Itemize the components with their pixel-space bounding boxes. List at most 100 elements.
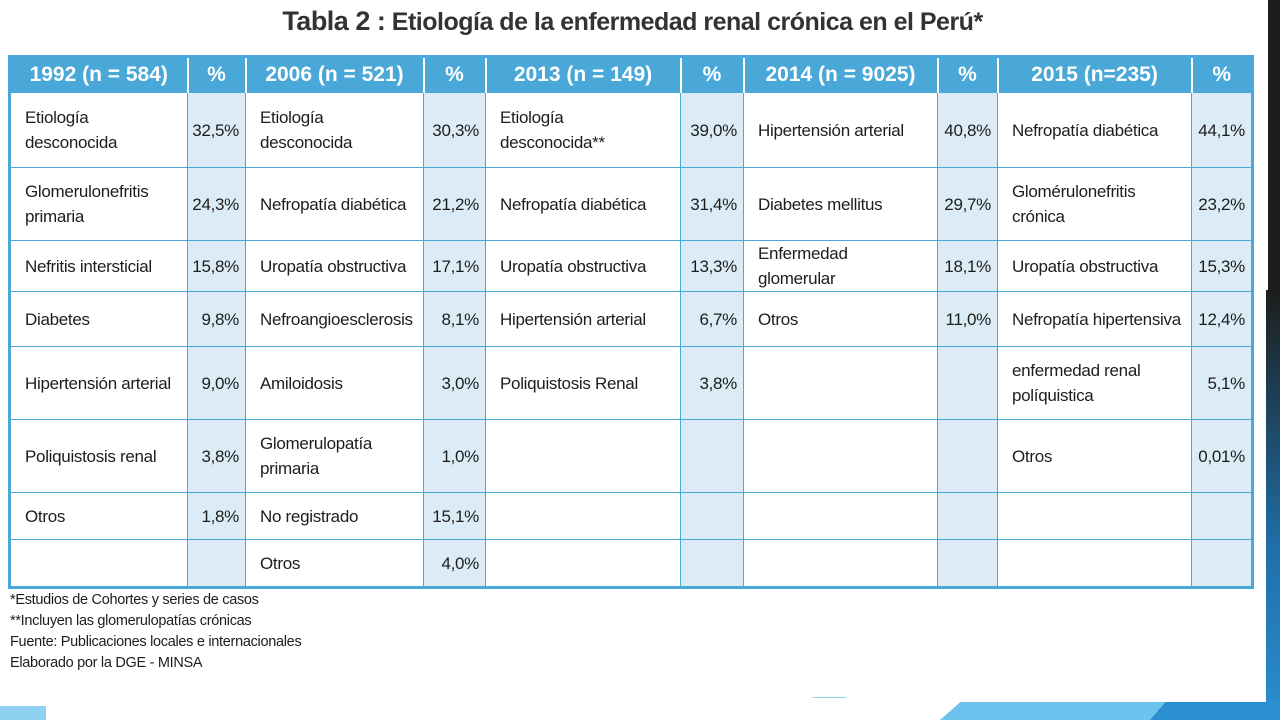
cause-cell: Nefropatía diabética — [245, 167, 424, 241]
percent-cell: 40,8% — [937, 92, 998, 168]
footnote-glomerulopathies: **Incluyen las glomerulopatías crónicas — [10, 613, 252, 629]
percent-cell: 44,1% — [1191, 92, 1253, 168]
percent-cell: 6,7% — [680, 291, 744, 347]
slide-decoration-left — [0, 706, 46, 720]
cause-cell: Otros — [997, 419, 1192, 493]
cause-cell: No registrado — [245, 492, 424, 540]
percent-cell — [937, 539, 998, 588]
table-header-row: 1992 (n = 584) % 2006 (n = 521) % 2013 (… — [8, 56, 1254, 93]
header-cell: % — [186, 56, 247, 93]
cause-cell — [9, 539, 188, 588]
cause-cell: Amiloidosis — [245, 346, 424, 420]
slide-decoration-line — [780, 697, 847, 720]
table-title: Tabla 2 : Etiología de la enfermedad ren… — [0, 6, 1265, 37]
cause-cell — [743, 539, 938, 588]
cause-cell: Uropatía obstructiva — [485, 240, 681, 292]
table-row: Otros 1,8% No registrado 15,1% — [9, 492, 1253, 540]
percent-cell: 3,8% — [187, 419, 246, 493]
percent-cell — [1191, 492, 1253, 540]
table-row: Glomerulonefritis primaria 24,3% Nefropa… — [9, 167, 1253, 241]
percent-cell — [937, 346, 998, 420]
cause-cell: Poliquistosis renal — [9, 419, 188, 493]
percent-cell: 15,8% — [187, 240, 246, 292]
percent-cell: 21,2% — [423, 167, 486, 241]
cause-cell: Nefropatía diabética — [485, 167, 681, 241]
footnote-studies: *Estudios de Cohortes y series de casos — [10, 592, 259, 608]
cause-cell — [485, 539, 681, 588]
percent-cell — [937, 492, 998, 540]
table-footnotes: *Estudios de Cohortes y series de casos … — [10, 590, 302, 674]
cause-cell — [485, 419, 681, 493]
header-cell: % — [1190, 56, 1254, 93]
percent-cell: 24,3% — [187, 167, 246, 241]
cause-cell: Hipertensión arterial — [743, 92, 938, 168]
percent-cell: 23,2% — [1191, 167, 1253, 241]
table-row: Etiología desconocida 32,5% Etiología de… — [9, 92, 1253, 168]
cause-cell: Etiología desconocida — [9, 92, 188, 168]
cause-cell: Enfermedad glomerular — [743, 240, 938, 292]
cause-cell — [997, 492, 1192, 540]
percent-cell: 8,1% — [423, 291, 486, 347]
percent-cell: 1,0% — [423, 419, 486, 493]
percent-cell — [937, 419, 998, 493]
table-title-text: Etiología de la enfermedad renal crónica… — [391, 8, 983, 36]
cause-cell: Nefropatía diabética — [997, 92, 1192, 168]
percent-cell: 32,5% — [187, 92, 246, 168]
table-row: Otros 4,0% — [9, 539, 1253, 588]
percent-cell: 5,1% — [1191, 346, 1253, 420]
table-row: Poliquistosis renal 3,8% Glomerulopatía … — [9, 419, 1253, 493]
percent-cell — [187, 539, 246, 588]
percent-cell — [680, 419, 744, 493]
header-cell: 1992 (n = 584) — [8, 56, 189, 93]
cause-cell: Diabetes — [9, 291, 188, 347]
percent-cell: 3,0% — [423, 346, 486, 420]
cause-cell: Diabetes mellitus — [743, 167, 938, 241]
cause-cell: Uropatía obstructiva — [245, 240, 424, 292]
percent-cell — [680, 539, 744, 588]
header-cell: % — [936, 56, 999, 93]
percent-cell: 3,8% — [680, 346, 744, 420]
cause-cell: Hipertensión arterial — [485, 291, 681, 347]
cause-cell — [743, 419, 938, 493]
cause-cell: Etiología desconocida — [245, 92, 424, 168]
cause-cell: enfermedad renal políquistica — [997, 346, 1192, 420]
percent-cell: 29,7% — [937, 167, 998, 241]
cause-cell: Uropatía obstructiva — [997, 240, 1192, 292]
percent-cell: 9,0% — [187, 346, 246, 420]
cause-cell: Otros — [245, 539, 424, 588]
cause-cell: Glomerulopatía primaria — [245, 419, 424, 493]
header-cell: % — [679, 56, 745, 93]
footnote-source: Fuente: Publicaciones locales e internac… — [10, 634, 302, 650]
slide-right-accent — [1266, 290, 1280, 720]
table-row: Nefritis intersticial 15,8% Uropatía obs… — [9, 240, 1253, 292]
percent-cell — [1191, 539, 1253, 588]
cause-cell — [743, 492, 938, 540]
cause-cell: Nefritis intersticial — [9, 240, 188, 292]
percent-cell: 0,01% — [1191, 419, 1253, 493]
cause-cell: Poliquistosis Renal — [485, 346, 681, 420]
table-row: Diabetes 9,8% Nefroangioesclerosis 8,1% … — [9, 291, 1253, 347]
percent-cell: 30,3% — [423, 92, 486, 168]
header-cell: 2006 (n = 521) — [244, 56, 425, 93]
percent-cell: 13,3% — [680, 240, 744, 292]
table-title-prefix: Tabla 2 : — [282, 6, 386, 36]
cause-cell: Nefroangioesclerosis — [245, 291, 424, 347]
cause-cell: Otros — [743, 291, 938, 347]
percent-cell: 12,4% — [1191, 291, 1253, 347]
percent-cell: 1,8% — [187, 492, 246, 540]
cause-cell — [743, 346, 938, 420]
footnote-author: Elaborado por la DGE - MINSA — [10, 655, 203, 671]
cause-cell: Glomérulonefritis crónica — [997, 167, 1192, 241]
percent-cell: 9,8% — [187, 291, 246, 347]
percent-cell: 31,4% — [680, 167, 744, 241]
header-cell: % — [422, 56, 487, 93]
cause-cell: Hipertensión arterial — [9, 346, 188, 420]
percent-cell: 11,0% — [937, 291, 998, 347]
cause-cell: Glomerulonefritis primaria — [9, 167, 188, 241]
cause-cell — [485, 492, 681, 540]
cause-cell: Otros — [9, 492, 188, 540]
etiology-table: 1992 (n = 584) % 2006 (n = 521) % 2013 (… — [8, 55, 1254, 589]
cause-cell — [997, 539, 1192, 588]
header-cell: 2014 (n = 9025) — [742, 56, 939, 93]
cause-cell: Etiología desconocida** — [485, 92, 681, 168]
